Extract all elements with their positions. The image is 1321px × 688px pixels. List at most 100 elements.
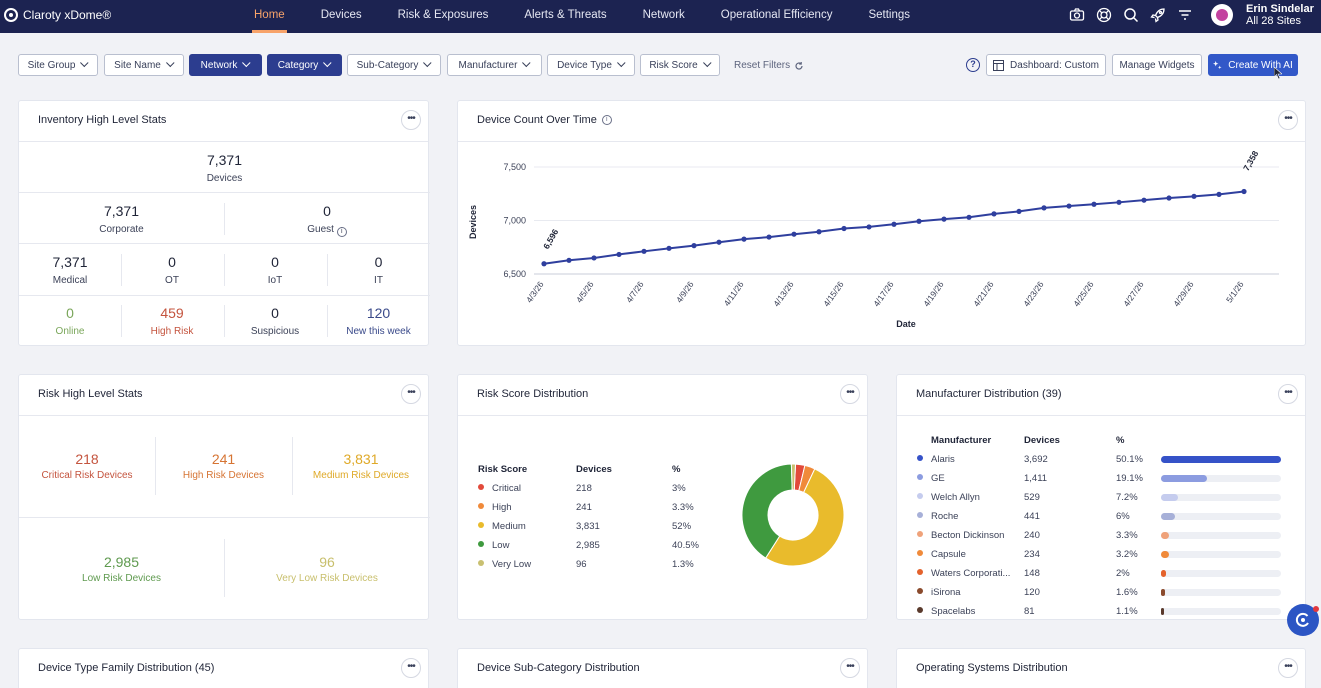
- stat-value: 96: [319, 554, 335, 570]
- donut-slice[interactable]: [790, 463, 797, 491]
- x-tick-label: 4/29/26: [1171, 279, 1196, 308]
- user-menu[interactable]: Erin Sindelar All 28 Sites: [1246, 3, 1314, 27]
- stat-label: Corporate: [99, 224, 144, 235]
- operating-systems-card: Operating Systems Distribution •••: [896, 648, 1306, 688]
- nav-operational-efficiency[interactable]: Operational Efficiency: [720, 9, 833, 21]
- row-devices: 96: [576, 559, 587, 570]
- filter-device-type[interactable]: Device Type: [547, 54, 635, 76]
- more-icon[interactable]: •••: [840, 658, 860, 678]
- row-label: Very Low: [492, 559, 532, 570]
- nav-home[interactable]: Home: [236, 0, 303, 33]
- row-label: High: [492, 502, 512, 513]
- row-devices: 148: [1024, 568, 1040, 579]
- search-icon[interactable]: [1122, 6, 1140, 24]
- stat-high-risk-devices[interactable]: 241 High Risk Devices: [155, 451, 292, 481]
- row-name: Roche: [917, 507, 1024, 526]
- x-tick-label: 4/27/26: [1121, 279, 1146, 308]
- more-icon[interactable]: •••: [1278, 110, 1298, 130]
- table-row[interactable]: Becton Dickinson 240 3.3%: [917, 526, 1281, 545]
- stat-label-row: Guest i: [224, 224, 430, 237]
- x-tick-label: 4/15/26: [821, 279, 846, 308]
- row-pct: 6%: [1116, 511, 1130, 522]
- nav-settings[interactable]: Settings: [868, 9, 911, 21]
- info-icon[interactable]: i: [336, 227, 347, 237]
- nav-risk-exposures[interactable]: Risk & Exposures: [397, 9, 489, 21]
- donut-slice[interactable]: [764, 468, 845, 567]
- x-axis-label: Date: [896, 319, 916, 329]
- camera-icon[interactable]: [1068, 6, 1086, 24]
- nav-alerts-threats[interactable]: Alerts & Threats: [524, 9, 607, 21]
- row-pct: 19.1%: [1116, 473, 1143, 484]
- filter-site-name[interactable]: Site Name: [104, 54, 184, 76]
- reset-filters-button[interactable]: Reset Filters: [734, 60, 804, 71]
- row-name: Welch Allyn: [917, 488, 1024, 507]
- stat-new-this-week[interactable]: 120 New this week: [327, 305, 430, 337]
- stat-low-risk[interactable]: 2,985 Low Risk Devices: [19, 554, 224, 584]
- table-row[interactable]: Spacelabs 81 1.1%: [917, 602, 1281, 619]
- divider: [458, 415, 867, 416]
- table-row[interactable]: Medium 3,831 52%: [478, 517, 712, 536]
- filter-manufacturer[interactable]: Manufacturer: [447, 54, 542, 76]
- stat-high-risk[interactable]: 459 High Risk: [121, 305, 223, 337]
- stat-online[interactable]: 0 Online: [19, 305, 121, 337]
- more-icon[interactable]: •••: [1278, 384, 1298, 404]
- dashboard-select-button[interactable]: Dashboard: Custom: [986, 54, 1106, 76]
- donut-slice[interactable]: [741, 463, 793, 559]
- filter-site-group[interactable]: Site Group: [18, 54, 98, 76]
- table-row[interactable]: Waters Corporati... 148 2%: [917, 564, 1281, 583]
- divider: [292, 437, 293, 495]
- table-row[interactable]: GE 1,411 19.1%: [917, 469, 1281, 488]
- col-manufacturer: Manufacturer: [931, 435, 992, 446]
- divider: [155, 437, 156, 495]
- data-label: 7,358: [1241, 149, 1260, 173]
- refresh-icon: [795, 61, 803, 70]
- more-icon[interactable]: •••: [401, 110, 421, 130]
- table-row[interactable]: High 241 3.3%: [478, 498, 712, 517]
- stat-medium-risk[interactable]: 3,831 Medium Risk Devices: [292, 451, 430, 481]
- card-title: Risk Score Distribution: [477, 388, 589, 400]
- filter-category[interactable]: Category: [267, 54, 342, 76]
- create-with-ai-label: Create With AI: [1228, 59, 1293, 71]
- stat-very-low-risk[interactable]: 96 Very Low Risk Devices: [224, 554, 430, 584]
- more-icon[interactable]: •••: [840, 384, 860, 404]
- row-label: Critical: [492, 483, 522, 494]
- bar-track: [1161, 589, 1281, 596]
- stat-critical-risk[interactable]: 218 Critical Risk Devices: [19, 451, 155, 481]
- row-label: Medium: [492, 521, 526, 532]
- help-icon[interactable]: ?: [966, 58, 980, 72]
- data-point: [966, 214, 972, 220]
- more-icon[interactable]: •••: [401, 384, 421, 404]
- table-row[interactable]: Welch Allyn 529 7.2%: [917, 488, 1281, 507]
- filter-icon[interactable]: [1176, 6, 1194, 24]
- stat-value: 3,831: [343, 451, 379, 467]
- stat-suspicious[interactable]: 0 Suspicious: [224, 305, 326, 337]
- table-row[interactable]: iSirona 120 1.6%: [917, 583, 1281, 602]
- rocket-icon[interactable]: [1149, 6, 1167, 24]
- filter-risk-score[interactable]: Risk Score: [640, 54, 720, 76]
- stat-label: OT: [165, 275, 179, 286]
- row-name: Low: [478, 536, 576, 555]
- row-name: Capsule: [917, 545, 1024, 564]
- legend-dot: [917, 531, 923, 537]
- avatar[interactable]: [1211, 4, 1233, 26]
- table-row[interactable]: Alaris 3,692 50.1%: [917, 450, 1281, 469]
- support-icon[interactable]: [1095, 6, 1113, 24]
- table-row[interactable]: Low 2,985 40.5%: [478, 536, 712, 555]
- table-row[interactable]: Capsule 234 3.2%: [917, 545, 1281, 564]
- chevron-down-icon: [522, 58, 531, 68]
- divider: [224, 305, 225, 337]
- brand[interactable]: Claroty xDome®: [4, 8, 111, 22]
- table-row[interactable]: Very Low 96 1.3%: [478, 555, 712, 574]
- more-icon[interactable]: •••: [401, 658, 421, 678]
- info-icon[interactable]: i: [601, 115, 612, 125]
- filter-network[interactable]: Network: [189, 54, 262, 76]
- nav-devices[interactable]: Devices: [320, 9, 362, 21]
- manage-widgets-button[interactable]: Manage Widgets: [1112, 54, 1202, 76]
- more-icon[interactable]: •••: [1278, 658, 1298, 678]
- table-row[interactable]: Roche 441 6%: [917, 507, 1281, 526]
- nav-network[interactable]: Network: [642, 9, 685, 21]
- row-bar: [1161, 545, 1281, 564]
- table-row[interactable]: Critical 218 3%: [478, 479, 712, 498]
- filter-sub-category[interactable]: Sub-Category: [347, 54, 441, 76]
- create-with-ai-button[interactable]: Create With AI: [1208, 54, 1298, 76]
